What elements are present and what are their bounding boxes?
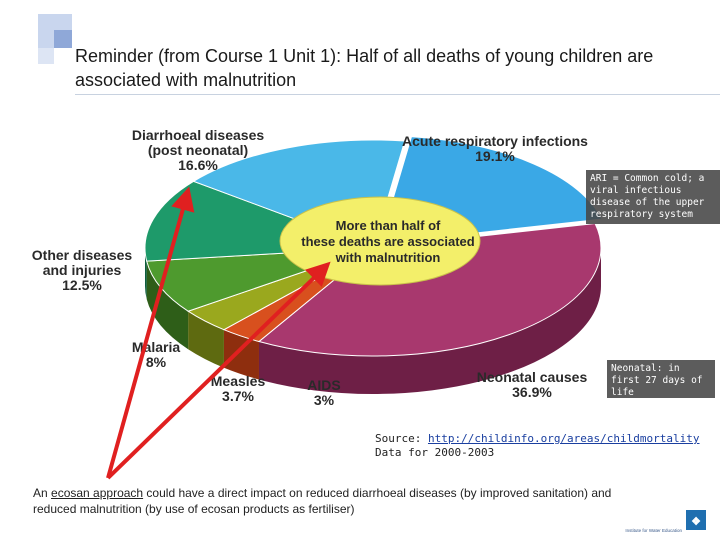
center-label-line-3: with malnutrition bbox=[335, 250, 441, 265]
label-6-line-0: Diarrhoeal diseases bbox=[132, 127, 265, 143]
neonatal-note: Neonatal: in first 27 days of life bbox=[607, 360, 715, 398]
label-5-line-1: and injuries bbox=[43, 262, 122, 278]
label-0-line-0: Acute respiratory infections bbox=[402, 133, 588, 149]
label-6-line-1: (post neonatal) bbox=[148, 142, 248, 158]
value-label-2: 3% bbox=[314, 392, 335, 408]
value-label-0: 19.1% bbox=[475, 148, 515, 164]
slice-side-1-0 bbox=[258, 248, 601, 395]
accent-square-small bbox=[54, 30, 72, 48]
label-4-line-0: Malaria bbox=[132, 339, 180, 355]
pie-chart-panel: More than half of these deaths are associ… bbox=[18, 108, 720, 420]
value-label-6: 16.6% bbox=[178, 157, 218, 173]
center-label-line-1: More than half of bbox=[336, 218, 441, 233]
statement-post: could have a direct impact on reduced di… bbox=[33, 486, 612, 516]
logo-emblem bbox=[686, 510, 706, 530]
ecosan-statement: An ecosan approach could have a direct i… bbox=[33, 485, 633, 517]
source-citation: Source: http://childinfo.org/areas/child… bbox=[375, 432, 700, 460]
label-5-line-0: Other diseases bbox=[32, 247, 133, 263]
slide-title: Reminder (from Course 1 Unit 1): Half of… bbox=[75, 46, 654, 90]
logo-emblem-glyph: ❖ bbox=[691, 516, 701, 528]
institute-logo: ❖ Institute for Water Education bbox=[625, 510, 706, 533]
label-3-line-0: Measles bbox=[211, 373, 266, 389]
statement-pre: An bbox=[33, 486, 52, 500]
value-label-4: 8% bbox=[146, 354, 167, 370]
title-divider bbox=[75, 94, 720, 95]
ari-note: ARI = Common cold; a viral infectious di… bbox=[586, 170, 720, 224]
source-prefix: Source: bbox=[375, 432, 428, 445]
value-label-3: 3.7% bbox=[222, 388, 254, 404]
center-label-line-2: these deaths are associated bbox=[301, 234, 474, 249]
slice-neonatal-causes bbox=[257, 222, 602, 357]
value-label-5: 12.5% bbox=[62, 277, 102, 293]
label-2-line-0: AIDS bbox=[307, 377, 340, 393]
accent-square-tiny bbox=[38, 48, 54, 64]
source-link[interactable]: http://childinfo.org/areas/childmortalit… bbox=[427, 432, 700, 445]
source-period: Data for 2000-2003 bbox=[375, 446, 495, 459]
logo-caption: Institute for Water Education bbox=[625, 528, 682, 533]
ecosan-link[interactable]: ecosan approach bbox=[51, 486, 144, 500]
value-label-1: 36.9% bbox=[512, 384, 552, 400]
label-1-line-0: Neonatal causes bbox=[477, 369, 588, 385]
